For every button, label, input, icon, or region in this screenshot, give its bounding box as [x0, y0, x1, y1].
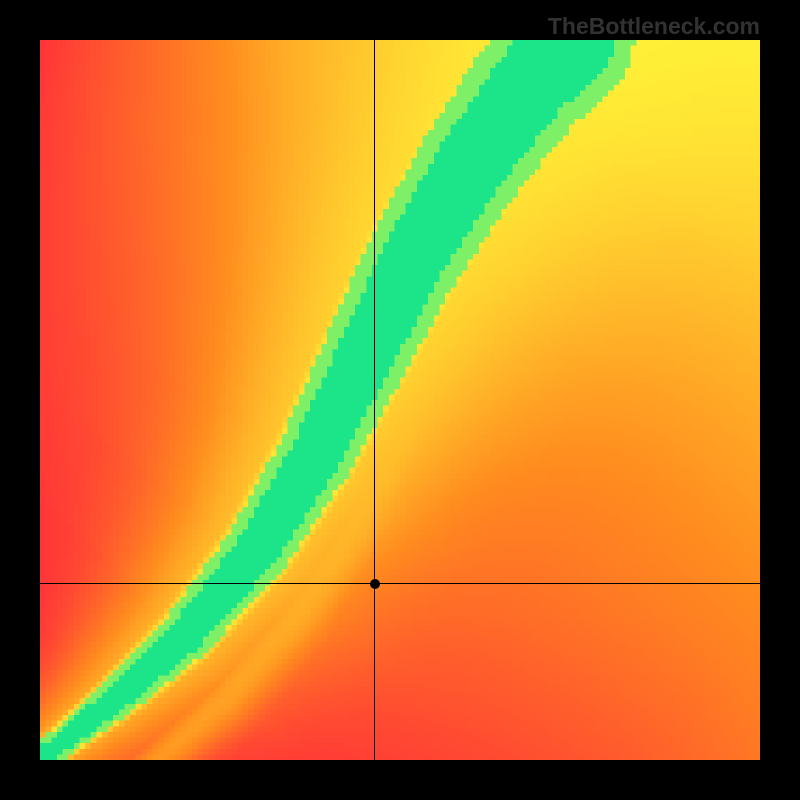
- heatmap-canvas: [40, 40, 760, 760]
- crosshair-horizontal: [40, 583, 760, 584]
- crosshair-vertical: [374, 40, 375, 760]
- crosshair-marker: [370, 579, 380, 589]
- watermark-text: TheBottleneck.com: [548, 13, 760, 40]
